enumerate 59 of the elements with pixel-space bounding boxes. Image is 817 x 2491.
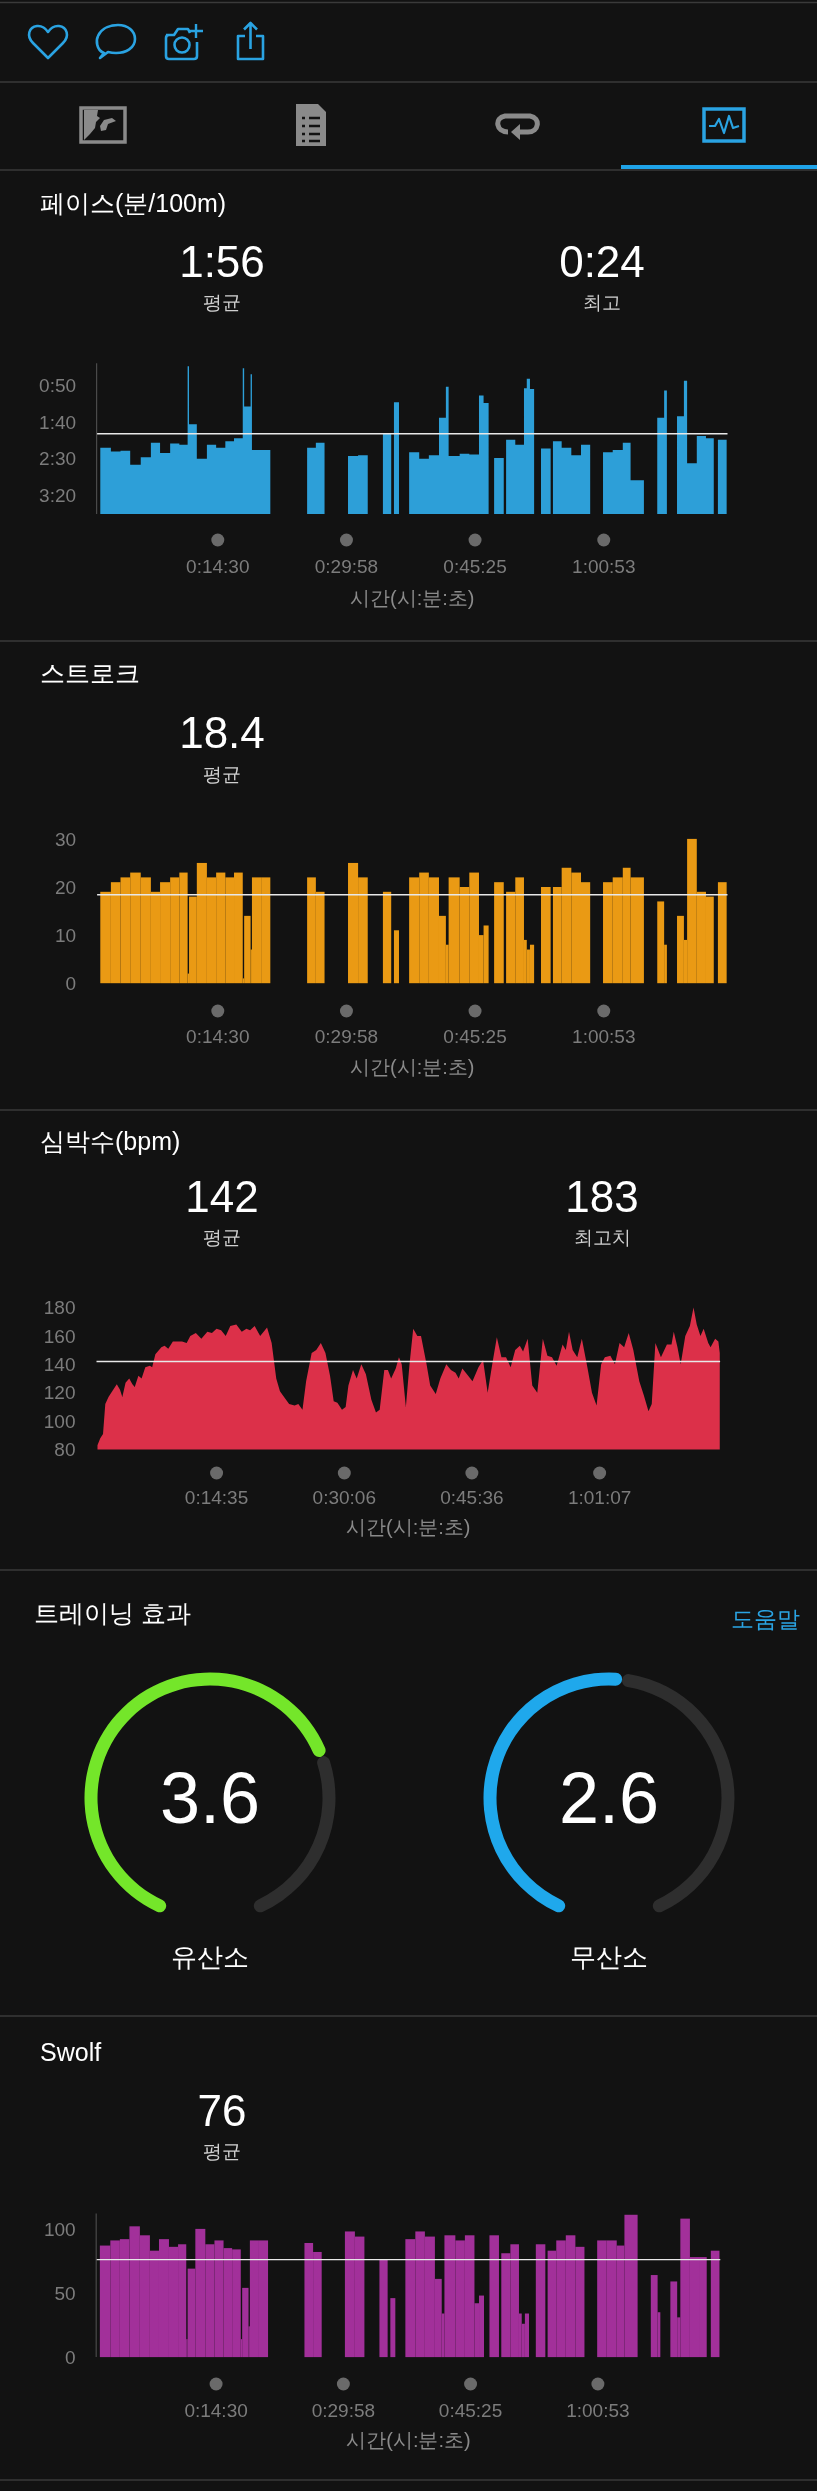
y-tick-label: 3:20 — [39, 485, 77, 507]
y-tick-label: 0 — [65, 972, 77, 994]
y-tick-label: 80 — [54, 1439, 76, 1461]
y-tick-label: 100 — [44, 2218, 76, 2240]
x-tick-label: 0:14:30 — [186, 1025, 250, 1047]
x-tick-label: 0:30:06 — [312, 1486, 376, 1508]
annotation: 평균 — [203, 2140, 241, 2162]
annotation: 183 — [565, 1172, 639, 1222]
chart-title: Swolf — [40, 2037, 102, 2066]
annotation: 무산소 — [570, 1942, 648, 1973]
y-tick-label: 50 — [54, 2282, 76, 2304]
annotation: 평균 — [203, 763, 241, 785]
x-tick-label: 0:14:30 — [184, 2399, 248, 2421]
y-tick-label: 20 — [54, 876, 77, 898]
x-tick-label: 0:29:58 — [314, 1025, 379, 1047]
y-tick-label: 10 — [54, 924, 77, 946]
x-tick-label: 0:45:36 — [440, 1486, 504, 1508]
y-tick-label: 2:30 — [39, 448, 77, 470]
y-tick-label: 100 — [43, 1410, 76, 1432]
x-tick-label: 0:14:35 — [184, 1486, 249, 1508]
x-tick-label: 0:14:30 — [186, 555, 250, 577]
x-tick-label: 1:00:53 — [572, 1025, 636, 1047]
y-tick-label: 0:50 — [39, 374, 77, 396]
x-tick-label: 0:45:25 — [443, 555, 507, 577]
x-tick-label: 0:29:58 — [314, 555, 379, 577]
annotation: 18.4 — [179, 708, 265, 758]
annotation: 1:56 — [179, 237, 265, 287]
annotation: 유산소 — [171, 1942, 249, 1973]
annotation: 평균 — [203, 291, 241, 313]
annotation: 3.6 — [159, 1758, 261, 1839]
x-axis-title: 시간(시:분:초) — [350, 1056, 475, 1078]
annotation: 2.6 — [558, 1758, 660, 1839]
x-axis-title: 시간(시:분:초) — [350, 587, 475, 609]
y-tick-label: 180 — [43, 1297, 76, 1319]
chart-title: 트레이닝 효과 — [34, 1598, 191, 1627]
x-tick-label: 0:45:25 — [438, 2399, 503, 2421]
annotation: 0:24 — [559, 237, 645, 287]
y-tick-label: 120 — [43, 1382, 76, 1404]
annotation: 최고 — [583, 291, 621, 313]
annotation: 평균 — [203, 1226, 241, 1248]
chart-title: 심박수(bpm) — [40, 1126, 181, 1155]
annotation: 최고치 — [573, 1226, 631, 1248]
y-tick-label: 0 — [65, 2346, 76, 2368]
x-tick-label: 0:45:25 — [443, 1025, 507, 1047]
chart-title: 스트로크 — [40, 658, 140, 687]
x-tick-label: 1:00:53 — [566, 2399, 630, 2421]
chart-title: 페이스(분/100m) — [40, 188, 227, 217]
x-tick-label: 1:01:07 — [567, 1486, 632, 1508]
y-tick-label: 1:40 — [39, 411, 77, 433]
y-tick-label: 160 — [43, 1325, 76, 1347]
y-tick-label: 30 — [54, 828, 77, 850]
x-axis-title: 시간(시:분:초) — [346, 1516, 471, 1538]
x-axis-title: 시간(시:분:초) — [346, 2429, 471, 2451]
x-tick-label: 0:29:58 — [311, 2399, 376, 2421]
annotation: 도움말 — [731, 1606, 800, 1633]
annotation: 142 — [185, 1172, 259, 1222]
annotation: 76 — [197, 2086, 247, 2136]
y-tick-label: 140 — [43, 1353, 76, 1375]
x-tick-label: 1:00:53 — [572, 555, 636, 577]
